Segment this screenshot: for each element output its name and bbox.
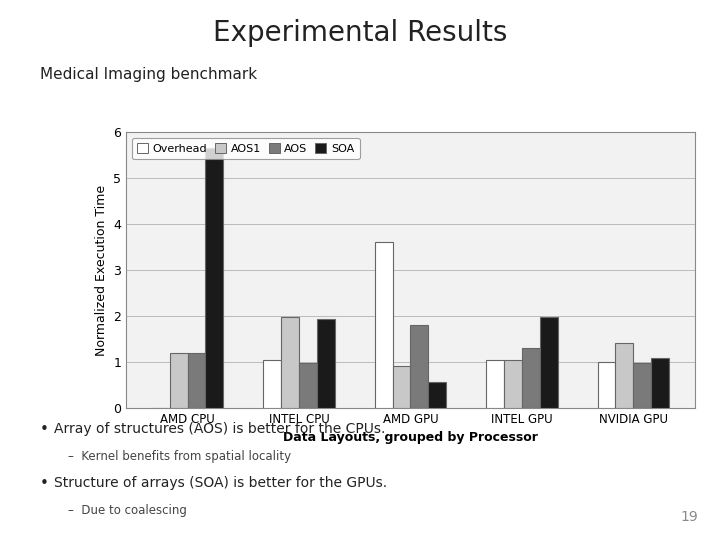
X-axis label: Data Layouts, grouped by Processor: Data Layouts, grouped by Processor xyxy=(283,431,538,444)
Bar xyxy=(616,343,634,408)
Bar xyxy=(392,366,410,408)
Text: •: • xyxy=(40,476,48,491)
Bar xyxy=(504,360,522,408)
Bar xyxy=(428,382,446,408)
Bar xyxy=(486,360,504,408)
Legend: Overhead, AOS1, AOS, SOA: Overhead, AOS1, AOS, SOA xyxy=(132,138,359,159)
Text: –  Due to coalescing: – Due to coalescing xyxy=(68,504,187,517)
Text: 19: 19 xyxy=(680,510,698,524)
Bar xyxy=(522,348,540,408)
Text: •: • xyxy=(40,422,48,437)
Text: Medical Imaging benchmark: Medical Imaging benchmark xyxy=(40,68,257,83)
Text: –  Kernel benefits from spatial locality: – Kernel benefits from spatial locality xyxy=(68,450,292,463)
Bar xyxy=(651,358,669,408)
Bar xyxy=(264,360,281,408)
Text: Structure of arrays (SOA) is better for the GPUs.: Structure of arrays (SOA) is better for … xyxy=(54,476,387,490)
Bar xyxy=(634,363,651,408)
Y-axis label: Normalized Execution Time: Normalized Execution Time xyxy=(94,185,107,355)
Bar xyxy=(299,363,317,408)
Text: Array of structures (AOS) is better for the CPUs.: Array of structures (AOS) is better for … xyxy=(54,422,385,436)
Bar xyxy=(374,241,392,408)
Bar xyxy=(410,325,428,408)
Bar xyxy=(170,353,187,408)
Bar xyxy=(187,353,205,408)
Bar xyxy=(281,318,299,408)
Bar xyxy=(317,319,335,408)
Bar xyxy=(205,148,223,408)
Bar xyxy=(598,362,616,408)
Bar xyxy=(540,318,557,408)
Text: Experimental Results: Experimental Results xyxy=(213,19,507,47)
